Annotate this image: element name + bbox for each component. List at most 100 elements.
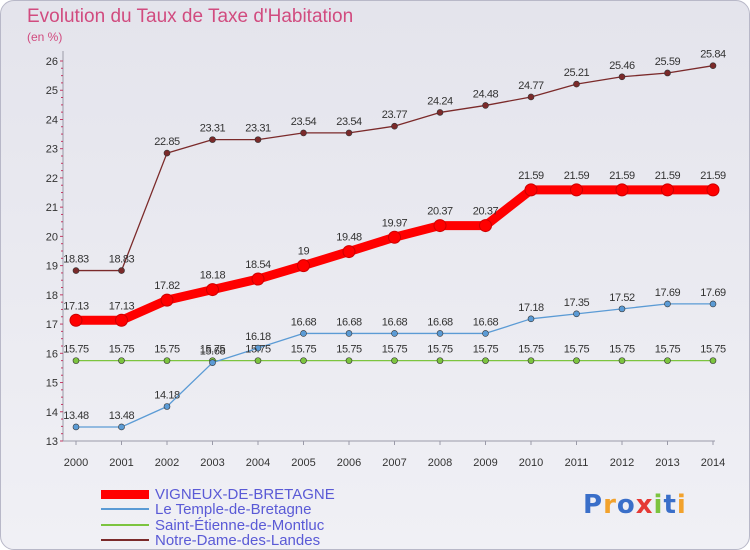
data-point	[664, 69, 671, 77]
legend-item-le-temple: Le Temple-de-Bretagne	[101, 501, 312, 518]
data-label: 15.75	[291, 344, 317, 356]
data-point	[482, 102, 489, 109]
x-tick-label: 2004	[246, 457, 270, 469]
legend-item-saint-etienne: Saint-Étienne-de-Montluc	[101, 516, 325, 534]
y-tick-label: 19	[46, 261, 58, 273]
y-tick-label: 26	[46, 56, 58, 68]
x-tick-label: 2003	[200, 457, 224, 469]
data-point	[254, 357, 262, 364]
data-label: 23.54	[291, 116, 317, 128]
data-point	[391, 122, 398, 130]
x-tick-label: 2014	[701, 457, 725, 469]
data-label: 21.59	[655, 170, 681, 182]
data-point	[72, 423, 80, 431]
logo-letter: x	[635, 490, 654, 520]
data-point	[209, 359, 216, 366]
data-label: 25.84	[700, 49, 726, 61]
data-point	[163, 403, 171, 410]
data-label: 17.13	[63, 300, 89, 312]
data-label: 19	[298, 246, 310, 258]
x-tick-label: 2001	[109, 457, 133, 469]
data-point	[527, 93, 535, 101]
legend-label: Saint-Étienne-de-Montluc	[155, 516, 325, 534]
legend-swatch	[101, 524, 149, 526]
x-tick-label: 2007	[382, 457, 406, 469]
legend-item-vigneux: VIGNEUX-DE-BRETAGNE	[101, 485, 335, 503]
data-label: 17.69	[700, 287, 726, 299]
data-label: 15.75	[63, 344, 89, 356]
data-label: 15.75	[700, 344, 726, 356]
data-point	[436, 109, 444, 116]
x-tick-label: 2011	[565, 457, 589, 469]
data-point	[573, 310, 580, 318]
data-point	[709, 300, 717, 308]
data-label: 17.18	[518, 302, 544, 314]
data-point	[163, 149, 171, 157]
data-point	[618, 73, 626, 81]
data-label: 16.18	[245, 331, 271, 343]
data-label: 15.75	[427, 344, 453, 356]
legend-swatch	[101, 539, 149, 541]
data-point	[527, 315, 535, 323]
data-label: 15.75	[154, 344, 180, 356]
data-point	[209, 136, 216, 143]
x-tick-label: 2006	[337, 457, 361, 469]
data-label: 15.75	[382, 344, 408, 356]
data-label: 13.48	[63, 410, 89, 422]
data-point	[482, 330, 489, 337]
data-point	[72, 357, 80, 364]
y-tick-label: 16	[46, 348, 58, 360]
data-point	[163, 357, 171, 364]
data-point	[342, 245, 356, 259]
data-label: 17.13	[109, 300, 135, 312]
logo-letter: P	[583, 490, 604, 520]
data-label: 17.69	[655, 287, 681, 299]
data-point	[345, 357, 353, 364]
data-label: 21.59	[564, 170, 590, 182]
data-point	[661, 183, 674, 197]
data-point	[388, 230, 401, 244]
y-tick-label: 20	[46, 231, 58, 243]
y-tick-label: 18	[46, 290, 58, 302]
y-tick-label: 15	[46, 378, 58, 390]
y-tick-label: 21	[46, 202, 58, 214]
data-label: 15.75	[655, 344, 681, 356]
x-tick-label: 2008	[428, 457, 452, 469]
y-tick-label: 14	[46, 407, 58, 419]
data-point	[254, 136, 262, 143]
data-label: 19.48	[336, 232, 362, 244]
data-label: 23.31	[245, 123, 271, 135]
data-label: 20.37	[473, 206, 499, 218]
logo-letter: i	[653, 490, 664, 520]
data-label: 25.21	[564, 67, 590, 79]
data-point	[118, 423, 125, 431]
data-point	[570, 183, 583, 197]
data-label: 15.75	[564, 344, 590, 356]
data-point	[436, 357, 444, 364]
legend-item-notre-dame: Notre-Dame-des-Landes	[101, 532, 320, 549]
data-label: 24.48	[473, 88, 499, 100]
y-tick-label: 13	[46, 436, 58, 448]
data-point	[345, 330, 353, 337]
data-label: 16.68	[473, 316, 499, 328]
data-label: 17.52	[609, 292, 635, 304]
data-label: 21.59	[518, 170, 544, 182]
data-label: 15.75	[245, 344, 271, 356]
data-label: 23.54	[336, 116, 362, 128]
legend-label: VIGNEUX-DE-BRETAGNE	[155, 485, 335, 503]
data-point	[573, 357, 580, 364]
data-point	[69, 313, 83, 327]
logo-letter: i	[676, 490, 687, 520]
data-point	[573, 80, 580, 88]
x-tick-label: 2005	[291, 457, 315, 469]
data-point	[391, 330, 398, 337]
data-point	[118, 267, 125, 274]
x-tick-label: 2010	[519, 457, 543, 469]
y-tick-label: 25	[46, 85, 58, 97]
data-point	[527, 357, 535, 364]
logo-letter: r	[603, 490, 617, 520]
legend-swatch	[101, 508, 149, 510]
data-label: 21.59	[700, 170, 726, 182]
